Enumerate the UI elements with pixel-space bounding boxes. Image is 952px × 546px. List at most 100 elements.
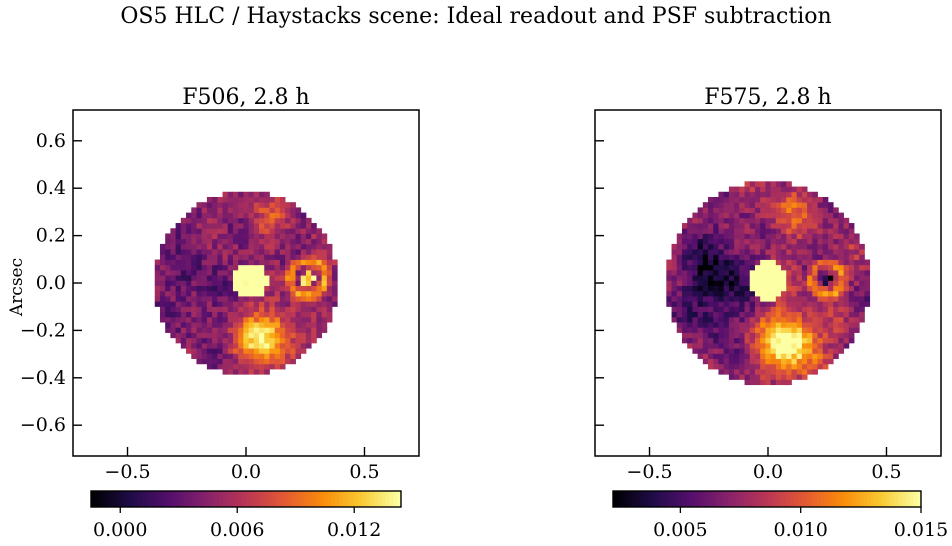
heatmap-pixel	[708, 217, 714, 224]
heatmap-pixel	[796, 233, 803, 240]
heatmap-pixel	[201, 249, 208, 255]
heatmap-pixel	[671, 311, 678, 318]
heatmap-pixel	[191, 327, 197, 333]
heatmap-pixel	[739, 186, 745, 193]
heatmap-pixel	[770, 348, 777, 354]
heatmap-pixel	[170, 306, 177, 313]
heatmap-pixel	[854, 296, 860, 302]
heatmap-pixel	[321, 280, 328, 286]
heatmap-pixel	[196, 254, 203, 260]
heatmap-pixel	[718, 327, 725, 333]
heatmap-pixel	[713, 280, 719, 286]
heatmap-pixel	[300, 285, 307, 292]
heatmap-pixel	[285, 322, 291, 328]
heatmap-pixel	[723, 217, 730, 224]
heatmap-pixel	[253, 358, 260, 365]
heatmap-pixel	[817, 228, 824, 234]
heatmap-pixel	[697, 285, 704, 292]
heatmap-pixel	[154, 285, 161, 292]
heatmap-pixel	[812, 217, 818, 224]
heatmap-pixel	[248, 363, 255, 370]
heatmap-pixel	[311, 327, 317, 333]
heatmap-pixel	[253, 353, 260, 359]
heatmap-pixel	[838, 332, 844, 339]
heatmap-pixel	[264, 275, 270, 281]
heatmap-pixel	[316, 327, 322, 333]
heatmap-pixel	[259, 217, 265, 224]
heatmap-pixel	[697, 280, 704, 286]
colorbar-segment	[261, 491, 266, 507]
heatmap-pixel	[326, 301, 333, 307]
heatmap-pixel	[718, 332, 725, 339]
heatmap-pixel	[227, 249, 234, 255]
heatmap-pixel	[248, 353, 255, 359]
heatmap-pixel	[697, 249, 704, 255]
heatmap-pixel	[791, 358, 798, 365]
heatmap-pixel	[222, 290, 229, 297]
heatmap-pixel	[807, 233, 813, 240]
heatmap-pixel	[295, 212, 302, 219]
heatmap-pixel	[191, 207, 197, 214]
panel-title: F575, 2.8 h	[704, 85, 831, 110]
heatmap-pixel	[744, 316, 751, 323]
heatmap-pixel	[305, 306, 312, 313]
heatmap-pixel	[796, 196, 803, 203]
heatmap-pixel	[191, 322, 197, 328]
colorbar-segment	[137, 491, 142, 507]
heatmap-pixel	[186, 280, 192, 286]
heatmap-pixel	[702, 275, 709, 281]
heatmap-pixel	[243, 311, 249, 318]
heatmap-pixel	[316, 285, 322, 292]
colorbar-segment	[616, 491, 622, 507]
heatmap-pixel	[697, 353, 704, 359]
heatmap-pixel	[744, 207, 751, 214]
heatmap-pixel	[822, 285, 829, 292]
heatmap-pixel	[232, 264, 239, 271]
colorbar-segment	[304, 491, 309, 507]
heatmap-pixel	[827, 337, 834, 344]
heatmap-pixel	[311, 280, 317, 286]
heatmap-pixel	[180, 269, 187, 276]
heatmap-pixel	[326, 290, 333, 297]
heatmap-pixel	[232, 228, 239, 234]
heatmap-pixel	[186, 275, 192, 281]
heatmap-pixel	[217, 269, 223, 276]
heatmap-pixel	[196, 212, 203, 219]
heatmap-pixel	[801, 358, 808, 365]
colorbar-segment	[118, 491, 123, 507]
heatmap-pixel	[274, 342, 281, 349]
heatmap-pixel	[279, 249, 286, 255]
heatmap-pixel	[723, 316, 730, 323]
heatmap-pixel	[749, 233, 756, 240]
heatmap-pixel	[791, 196, 798, 203]
heatmap-pixel	[269, 202, 276, 208]
heatmap-pixel	[175, 327, 182, 333]
heatmap-pixel	[854, 311, 860, 318]
heatmap-pixel	[269, 243, 276, 250]
heatmap-pixel	[718, 358, 725, 365]
heatmap-pixel	[718, 217, 725, 224]
heatmap-pixel	[274, 337, 281, 344]
heatmap-pixel	[676, 301, 683, 307]
colorbar-segment	[280, 491, 286, 507]
heatmap-pixel	[827, 301, 834, 307]
heatmap-pixel	[754, 186, 761, 193]
colorbar-segment	[269, 491, 274, 507]
heatmap-pixel	[300, 228, 307, 234]
heatmap-pixel	[290, 264, 296, 271]
colorbar-segment	[265, 491, 270, 507]
colorbar-segment	[824, 491, 830, 507]
heatmap-pixel	[238, 238, 244, 245]
colorbar-segment	[125, 491, 131, 507]
heatmap-pixel	[754, 363, 761, 370]
colorbar-segment	[867, 491, 872, 507]
heatmap-pixel	[687, 296, 693, 302]
heatmap-pixel	[274, 264, 281, 271]
heatmap-pixel	[854, 290, 860, 297]
heatmap-pixel	[232, 358, 239, 365]
heatmap-pixel	[212, 353, 218, 359]
heatmap-pixel	[781, 369, 787, 375]
heatmap-pixel	[253, 296, 260, 302]
heatmap-pixel	[749, 212, 756, 219]
heatmap-pixel	[692, 233, 699, 240]
